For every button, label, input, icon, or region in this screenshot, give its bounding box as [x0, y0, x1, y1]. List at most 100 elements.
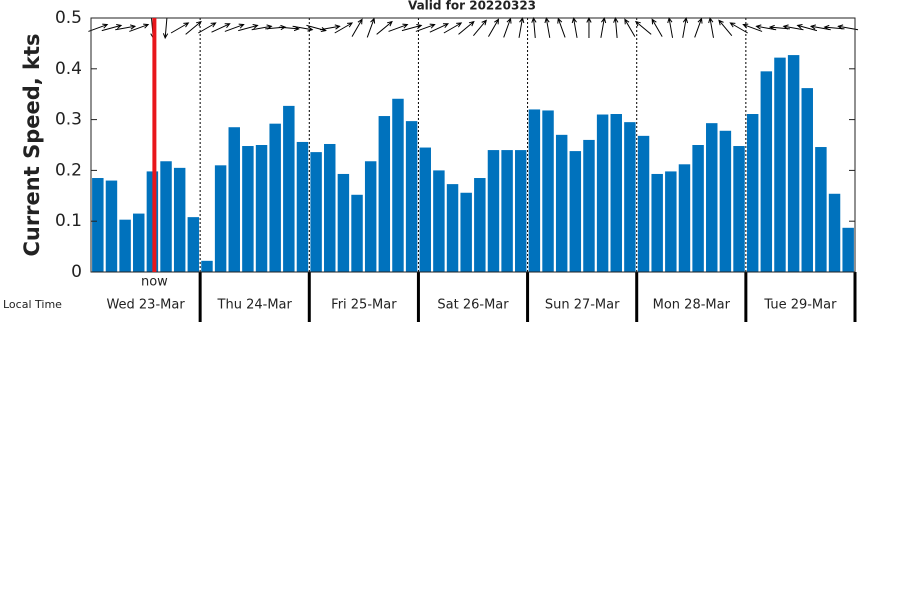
- y-tick-label: 0.4: [55, 59, 82, 79]
- bar: [828, 193, 841, 272]
- direction-arrow: [782, 24, 804, 31]
- bar: [392, 98, 404, 272]
- direction-arrow: [544, 17, 551, 38]
- bar: [337, 173, 350, 272]
- day-label: Thu 24-Mar: [217, 298, 293, 313]
- direction-arrow: [708, 17, 714, 38]
- direction-arrow: [376, 20, 393, 35]
- bar: [487, 150, 500, 272]
- bar: [324, 143, 336, 272]
- bar: [746, 114, 759, 273]
- bar: [583, 139, 595, 272]
- bar: [474, 178, 486, 272]
- direction-arrow: [388, 23, 409, 32]
- bar: [405, 121, 418, 273]
- bar: [187, 217, 200, 272]
- y-tick-label: 0.3: [55, 110, 82, 130]
- day-label: Mon 28-Mar: [653, 298, 731, 313]
- bar: [542, 110, 554, 273]
- day-label: Sun 27-Mar: [545, 298, 620, 313]
- direction-arrow: [351, 18, 363, 37]
- direction-arrow: [198, 22, 217, 34]
- bar: [160, 161, 172, 272]
- direction-arrow: [682, 17, 689, 38]
- bar: [296, 141, 309, 272]
- bar: [255, 145, 268, 272]
- bar: [228, 127, 240, 272]
- direction-arrow: [624, 18, 636, 37]
- direction-arrow: [473, 19, 487, 36]
- bar: [692, 145, 704, 272]
- now-label: now: [141, 275, 168, 290]
- bar: [201, 260, 213, 272]
- bar: [119, 219, 131, 272]
- bar: [173, 167, 186, 272]
- direction-arrow: [211, 23, 231, 33]
- bar: [283, 105, 295, 272]
- bar: [706, 123, 718, 272]
- bar: [665, 171, 677, 272]
- bar: [214, 165, 227, 272]
- bar: [515, 150, 527, 272]
- direction-arrow: [224, 23, 245, 32]
- direction-arrow: [319, 24, 341, 31]
- bar: [92, 178, 104, 272]
- direction-arrow: [600, 17, 607, 38]
- direction-arrow: [667, 17, 674, 38]
- day-label: Tue 29-Mar: [763, 298, 837, 313]
- bar: [269, 123, 281, 272]
- bar: [678, 164, 691, 272]
- day-label: Fri 25-Mar: [331, 298, 397, 313]
- bar: [596, 114, 609, 273]
- bar: [733, 146, 745, 272]
- bar: [133, 213, 145, 272]
- bar: [719, 130, 732, 272]
- day-label: Sat 26-Mar: [437, 298, 509, 313]
- direction-arrow: [488, 18, 500, 37]
- direction-arrow: [101, 23, 123, 32]
- direction-arrow: [586, 16, 592, 38]
- direction-arrow: [334, 22, 354, 34]
- chart-title: Valid for 20220323: [408, 0, 536, 13]
- direction-arrow: [729, 22, 748, 34]
- bar: [378, 116, 391, 272]
- y-tick-label: 0: [71, 262, 82, 282]
- bar: [242, 146, 254, 272]
- direction-arrow: [366, 17, 376, 38]
- x-axis-label: Local Time: [3, 298, 62, 311]
- day-label: Wed 23-Mar: [106, 298, 185, 313]
- bar: [787, 55, 800, 272]
- plot-frame: [90, 17, 856, 273]
- direction-arrow: [115, 24, 137, 31]
- direction-arrow: [613, 16, 619, 39]
- bar: [419, 147, 431, 272]
- bar: [351, 194, 363, 272]
- direction-arrow: [503, 17, 512, 38]
- bar: [555, 134, 568, 272]
- bar: [310, 152, 322, 272]
- direction-arrow: [634, 20, 652, 35]
- direction-arrow: [458, 20, 475, 35]
- bar: [460, 192, 472, 272]
- direction-arrow: [651, 18, 663, 37]
- bar: [842, 227, 854, 272]
- bar: [760, 71, 773, 272]
- direction-arrow: [162, 17, 169, 40]
- direction-arrow: [694, 17, 703, 38]
- bar: [624, 122, 636, 272]
- bar: [801, 88, 813, 272]
- direction-arrow: [518, 17, 525, 38]
- bar: [569, 151, 582, 272]
- y-axis-label: Current Speed, kts: [20, 33, 44, 256]
- bar: [433, 170, 445, 272]
- bar: [774, 57, 786, 273]
- bar: [651, 173, 663, 272]
- direction-arrow: [415, 23, 436, 32]
- bar: [364, 161, 377, 272]
- bar: [528, 109, 541, 272]
- direction-arrow: [170, 22, 190, 34]
- direction-arrow: [557, 17, 566, 38]
- bar: [815, 147, 827, 272]
- direction-arrow: [429, 23, 449, 33]
